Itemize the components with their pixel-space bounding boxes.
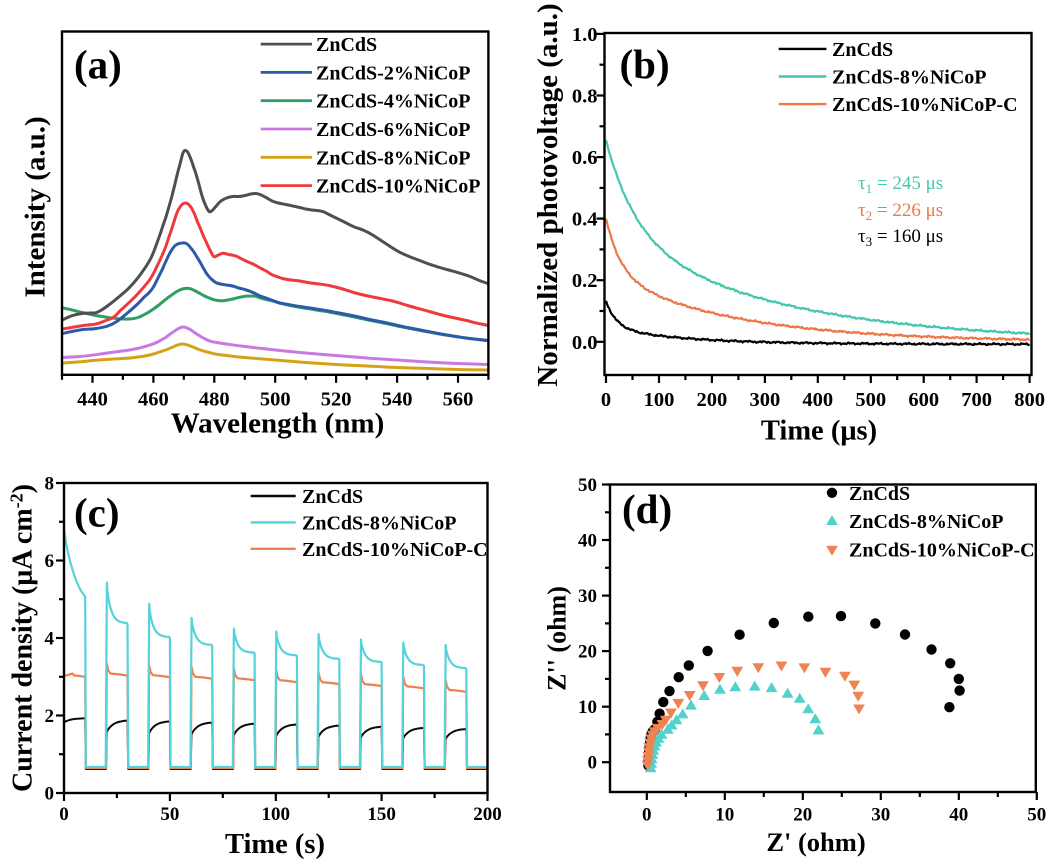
svg-text:Intensity (a.u.): Intensity (a.u.) bbox=[20, 116, 52, 297]
svg-text:0.0: 0.0 bbox=[572, 332, 598, 354]
svg-text:ZnCdS-10%NiCoP-C: ZnCdS-10%NiCoP-C bbox=[832, 94, 1018, 116]
svg-text:440: 440 bbox=[77, 389, 108, 411]
svg-text:ZnCdS-2%NiCoP: ZnCdS-2%NiCoP bbox=[316, 62, 470, 84]
svg-text:40: 40 bbox=[949, 805, 968, 826]
svg-text:100: 100 bbox=[644, 389, 675, 411]
svg-text:ZnCdS: ZnCdS bbox=[832, 39, 893, 61]
svg-text:ZnCdS-10%NiCoP-C: ZnCdS-10%NiCoP-C bbox=[849, 540, 1035, 562]
svg-text:Time (s): Time (s) bbox=[225, 829, 325, 860]
svg-text:0.6: 0.6 bbox=[572, 147, 598, 169]
svg-text:0: 0 bbox=[588, 753, 598, 774]
svg-text:20: 20 bbox=[578, 642, 597, 663]
svg-text:ZnCdS-10%NiCoP: ZnCdS-10%NiCoP bbox=[316, 176, 480, 198]
svg-text:(d): (d) bbox=[622, 486, 672, 532]
svg-text:ZnCdS-8%NiCoP: ZnCdS-8%NiCoP bbox=[832, 67, 986, 89]
svg-text:0.8: 0.8 bbox=[572, 86, 598, 108]
svg-text:20: 20 bbox=[793, 805, 812, 826]
svg-text:(a): (a) bbox=[74, 42, 122, 88]
svg-text:100: 100 bbox=[262, 804, 291, 825]
svg-text:10: 10 bbox=[715, 805, 734, 826]
svg-text:8: 8 bbox=[45, 474, 55, 495]
svg-text:6: 6 bbox=[45, 551, 55, 572]
svg-text:50: 50 bbox=[160, 804, 179, 825]
svg-text:ZnCdS: ZnCdS bbox=[316, 34, 377, 56]
svg-text:300: 300 bbox=[750, 389, 781, 411]
svg-text:0: 0 bbox=[59, 804, 69, 825]
svg-text:Z'' (ohm): Z'' (ohm) bbox=[543, 586, 572, 691]
svg-text:τ1 = 245 μs: τ1 = 245 μs bbox=[858, 173, 943, 196]
svg-text:540: 540 bbox=[382, 389, 413, 411]
svg-text:2: 2 bbox=[45, 706, 55, 727]
svg-text:200: 200 bbox=[697, 389, 728, 411]
svg-text:700: 700 bbox=[961, 389, 992, 411]
svg-text:200: 200 bbox=[473, 804, 502, 825]
svg-text:(c): (c) bbox=[74, 490, 120, 536]
svg-text:ZnCdS-8%NiCoP: ZnCdS-8%NiCoP bbox=[849, 511, 1003, 533]
svg-text:ZnCdS-6%NiCoP: ZnCdS-6%NiCoP bbox=[316, 119, 470, 141]
svg-text:10: 10 bbox=[578, 697, 597, 718]
svg-text:ZnCdS-4%NiCoP: ZnCdS-4%NiCoP bbox=[316, 91, 470, 113]
svg-text:50: 50 bbox=[578, 475, 597, 496]
svg-text:50: 50 bbox=[1027, 805, 1046, 826]
svg-text:600: 600 bbox=[908, 389, 939, 411]
svg-text:0.2: 0.2 bbox=[572, 270, 598, 292]
svg-text:0: 0 bbox=[45, 784, 55, 805]
svg-text:0.4: 0.4 bbox=[572, 209, 598, 231]
svg-text:500: 500 bbox=[855, 389, 886, 411]
svg-text:ZnCdS-8%NiCoP: ZnCdS-8%NiCoP bbox=[316, 147, 470, 169]
svg-text:τ3 = 160 μs: τ3 = 160 μs bbox=[858, 226, 943, 249]
svg-text:ZnCdS: ZnCdS bbox=[849, 483, 910, 505]
svg-text:40: 40 bbox=[578, 531, 597, 552]
svg-text:Time (μs): Time (μs) bbox=[761, 416, 877, 447]
svg-text:150: 150 bbox=[367, 804, 396, 825]
svg-text:520: 520 bbox=[321, 389, 352, 411]
svg-text:ZnCdS: ZnCdS bbox=[302, 486, 363, 508]
svg-text:ZnCdS-10%NiCoP-C: ZnCdS-10%NiCoP-C bbox=[302, 539, 488, 561]
svg-text:480: 480 bbox=[199, 389, 230, 411]
svg-text:4: 4 bbox=[45, 629, 55, 650]
svg-text:ZnCdS-8%NiCoP: ZnCdS-8%NiCoP bbox=[302, 512, 456, 534]
svg-text:(b): (b) bbox=[620, 41, 670, 87]
svg-text:800: 800 bbox=[1014, 389, 1045, 411]
svg-text:τ2 = 226 μs: τ2 = 226 μs bbox=[858, 200, 943, 223]
svg-text:30: 30 bbox=[578, 586, 597, 607]
svg-text:0: 0 bbox=[642, 805, 652, 826]
svg-text:560: 560 bbox=[443, 389, 474, 411]
svg-text:Current density (μA cm-2): Current density (μA cm-2) bbox=[7, 484, 39, 792]
svg-text:460: 460 bbox=[138, 389, 169, 411]
svg-text:400: 400 bbox=[802, 389, 833, 411]
svg-text:Z' (ohm): Z' (ohm) bbox=[766, 827, 865, 857]
svg-text:0: 0 bbox=[601, 389, 611, 411]
svg-text:Wavelength (nm): Wavelength (nm) bbox=[171, 408, 384, 440]
svg-text:500: 500 bbox=[260, 389, 291, 411]
svg-text:Normalized photovoltage (a.u.): Normalized photovoltage (a.u.) bbox=[532, 3, 564, 386]
svg-text:30: 30 bbox=[871, 805, 890, 826]
svg-text:1.0: 1.0 bbox=[572, 24, 598, 46]
